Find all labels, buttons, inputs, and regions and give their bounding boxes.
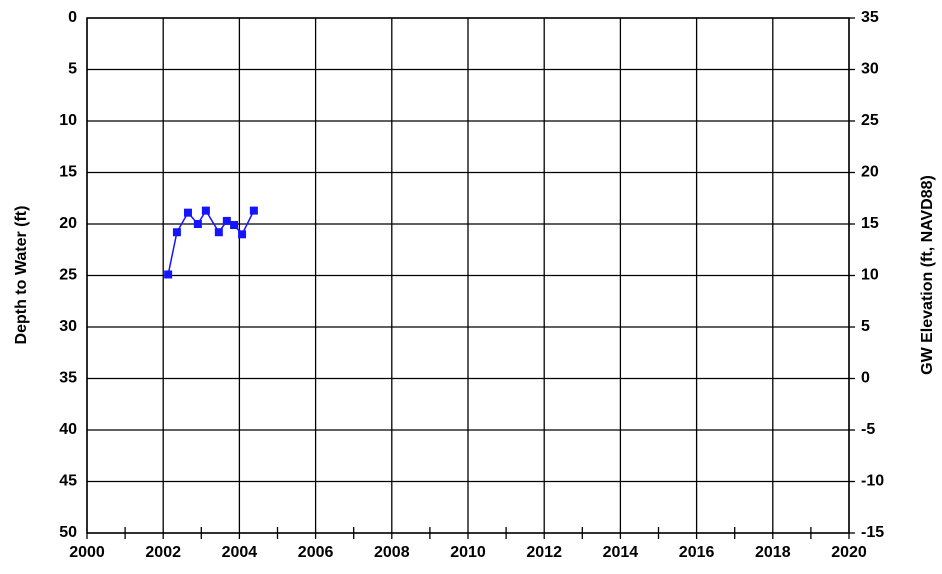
y-tick-label: 40: [59, 421, 77, 438]
data-point: [172, 228, 181, 237]
data-point: [230, 221, 239, 230]
x-tick-label: 2016: [679, 544, 715, 561]
x-tick-label: 2002: [145, 544, 181, 561]
data-point: [183, 208, 192, 217]
x-tick-label: 2010: [450, 544, 486, 561]
y2-tick-label: 35: [861, 9, 879, 26]
y-tick-label: 50: [59, 524, 77, 541]
x-tick-label: 2020: [831, 544, 867, 561]
x-tick-label: 2018: [755, 544, 791, 561]
y-tick-label: 20: [59, 215, 77, 232]
y2-tick-label: 20: [861, 164, 879, 181]
x-tick-label: 2000: [69, 544, 105, 561]
x-tick-label: 2008: [374, 544, 410, 561]
y-tick-label: 45: [59, 473, 77, 490]
x-tick-label: 2006: [298, 544, 334, 561]
data-point: [238, 230, 247, 239]
x-tick-label: 2014: [603, 544, 639, 561]
y2-tick-label: 30: [861, 61, 879, 78]
y2-tick-label: 15: [861, 215, 879, 232]
y2-tick-label: -5: [861, 421, 875, 438]
data-line: [167, 209, 255, 275]
data-point: [249, 206, 258, 215]
y-tick-label: 0: [68, 9, 77, 26]
data-point: [164, 270, 173, 279]
y2-tick-label: -10: [861, 473, 884, 490]
y2-tick-label: -15: [861, 524, 884, 541]
y-tick-label: 30: [59, 318, 77, 335]
data-point: [214, 228, 223, 237]
y2-tick-label: 5: [861, 318, 870, 335]
data-point: [201, 206, 210, 215]
x-tick-label: 2004: [222, 544, 258, 561]
y-tick-label: 25: [59, 267, 77, 284]
data-point: [222, 216, 231, 225]
y2-tick-label: 0: [861, 370, 870, 387]
x-tick-label: 2012: [526, 544, 562, 561]
y-tick-label: 5: [68, 61, 77, 78]
y-axis-label: Depth to Water (ft): [13, 206, 30, 345]
y2-tick-label: 10: [861, 267, 879, 284]
y-tick-label: 35: [59, 370, 77, 387]
y-tick-label: 15: [59, 164, 77, 181]
y-tick-label: 10: [59, 112, 77, 129]
y2-axis-label: GW Elevation (ft, NAVD88): [919, 175, 936, 375]
y2-tick-label: 25: [861, 112, 879, 129]
data-point: [193, 220, 202, 228]
